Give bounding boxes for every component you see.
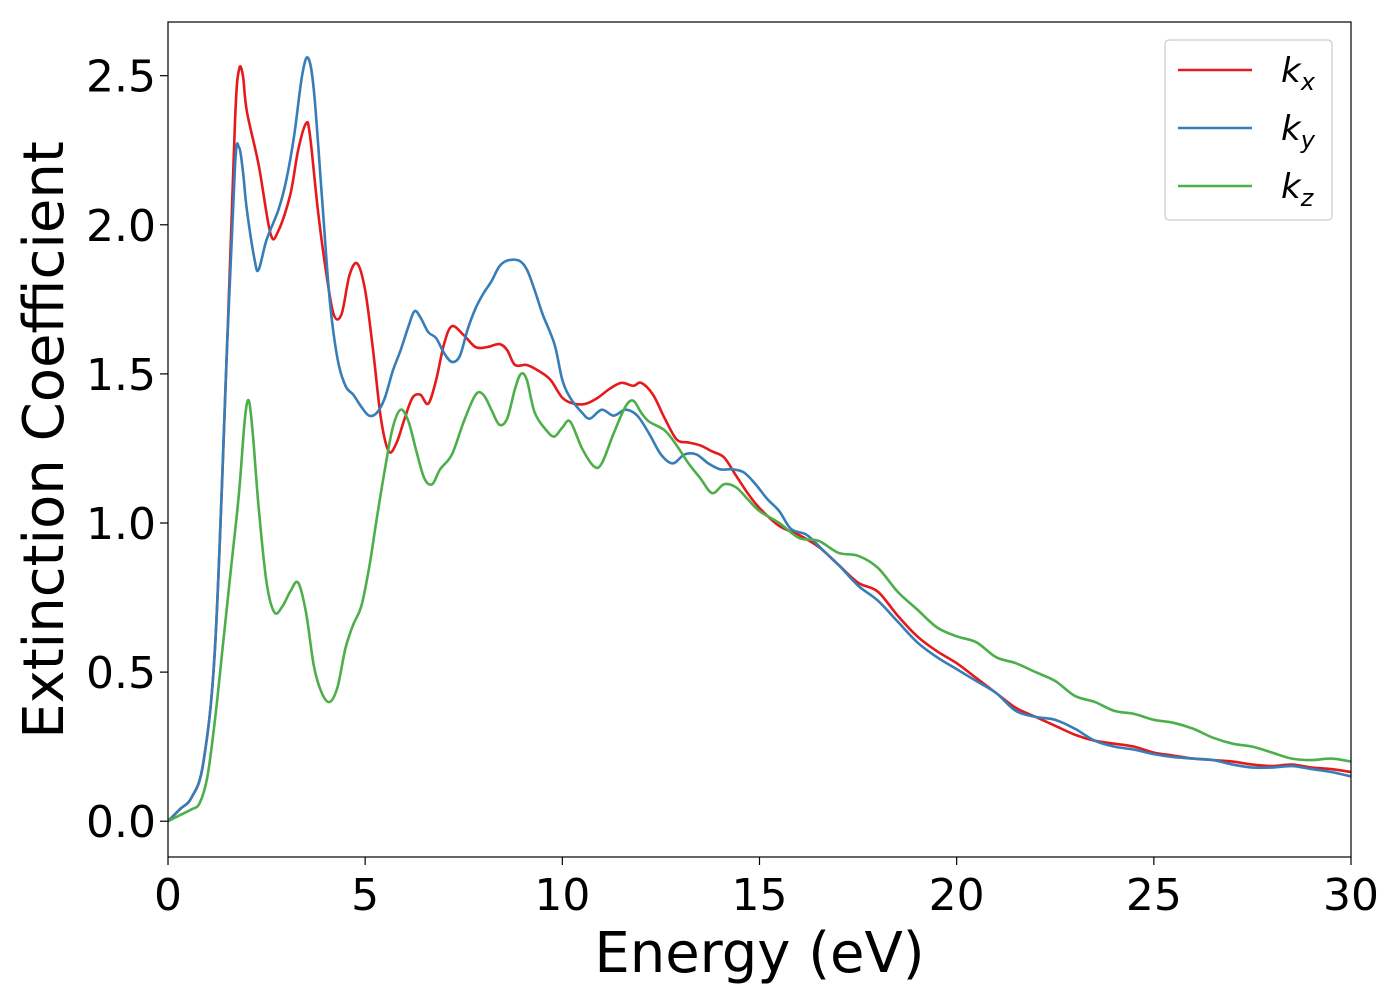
y-tick-label: 1.5 xyxy=(86,350,156,401)
x-tick-label: 15 xyxy=(732,870,788,921)
y-tick-label: 0.0 xyxy=(86,797,156,848)
x-tick-label: 20 xyxy=(929,870,985,921)
y-tick-label: 1.0 xyxy=(86,499,156,550)
x-tick-label: 5 xyxy=(351,870,379,921)
x-tick-label: 25 xyxy=(1126,870,1182,921)
x-tick-label: 30 xyxy=(1323,870,1379,921)
series-layer xyxy=(168,56,1351,823)
legend-box xyxy=(1164,39,1333,221)
ticks-layer: 0 5 10 15 20 25 30 0.0 0.5 1.0 1.5 2.0 2.5 xyxy=(86,52,1379,921)
series-line-kx xyxy=(168,65,1351,823)
x-axis-label: Energy (eV) xyxy=(594,921,924,986)
y-tick-label: 2.5 xyxy=(86,52,156,103)
y-tick-label: 0.5 xyxy=(86,648,156,699)
legend-label-kx: kx xyxy=(1281,51,1316,96)
y-tick-label: 2.0 xyxy=(86,201,156,252)
x-tick-label: 0 xyxy=(154,870,182,921)
series-line-ky xyxy=(168,56,1351,823)
y-axis-label: Extinction Coefficient xyxy=(12,141,77,739)
x-tick-label: 10 xyxy=(534,870,590,921)
series-line-kz xyxy=(168,372,1351,823)
